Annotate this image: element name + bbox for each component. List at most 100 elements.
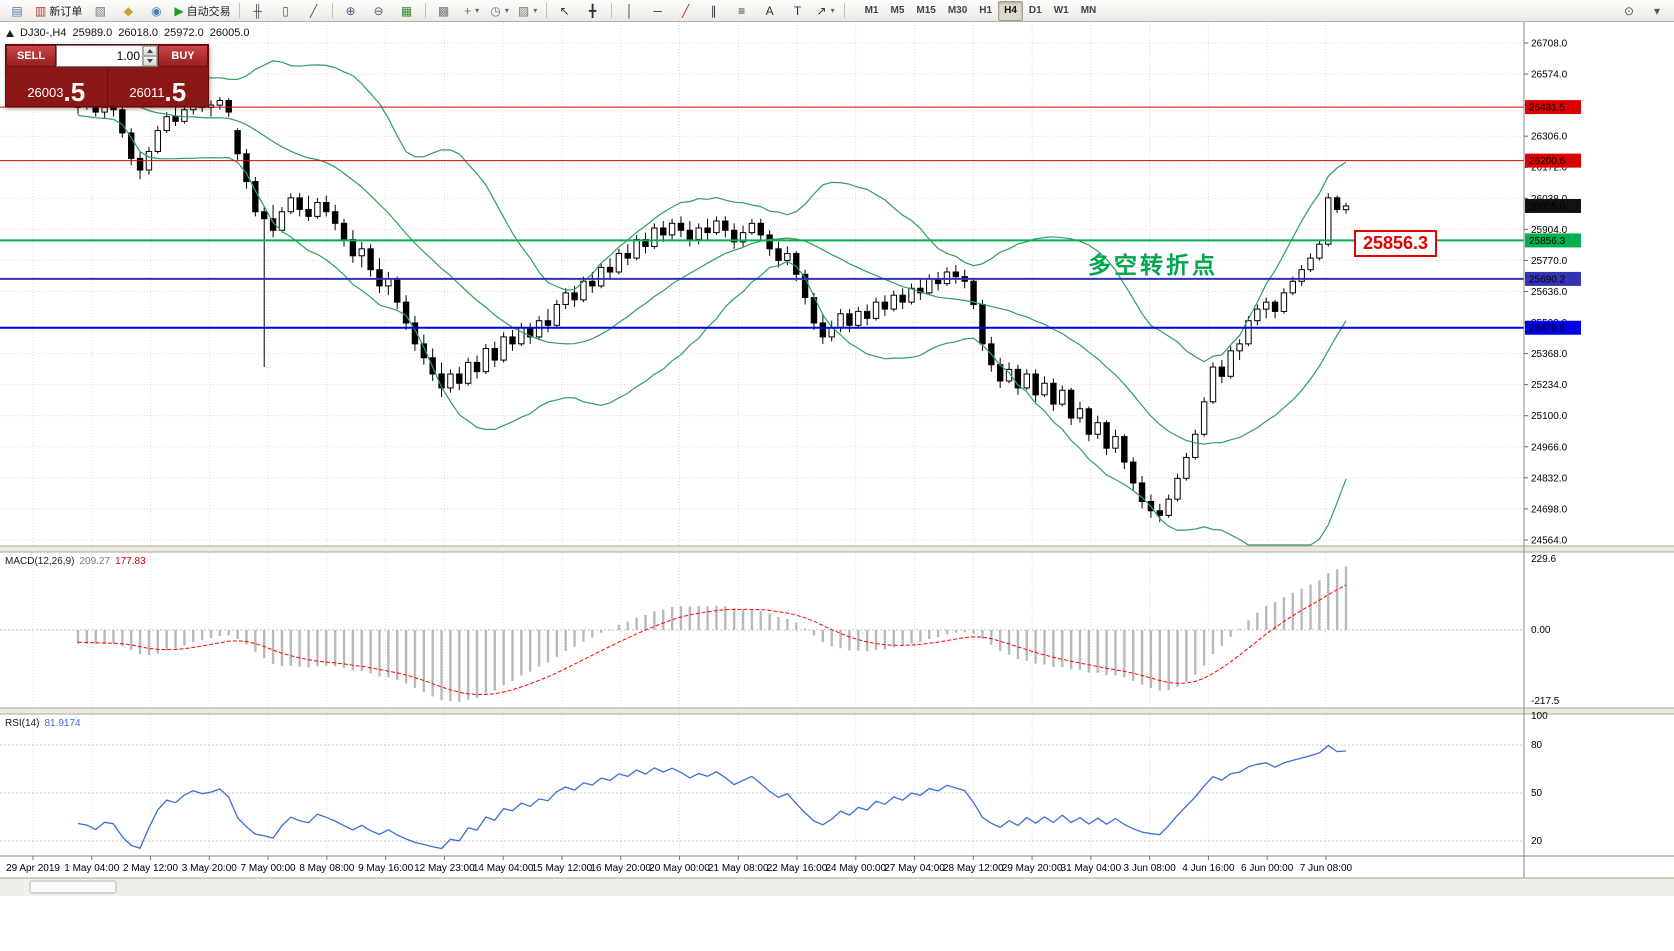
trendline-icon[interactable]: ╱: [672, 0, 700, 21]
indicators-icon[interactable]: + ▾: [458, 0, 486, 21]
chart-canvas[interactable]: [0, 22, 1674, 896]
timeframe-m15[interactable]: M15: [916, 5, 936, 16]
line-chart-type-icon[interactable]: ╱: [300, 0, 328, 21]
macd-panel: [0, 566, 1524, 702]
zoom-out-icon[interactable]: ⊖: [365, 0, 393, 21]
one-click-panel-collapse-icon[interactable]: [6, 29, 14, 37]
bar-chart-type-icon[interactable]: ╫: [244, 0, 272, 21]
fibonacci-icon[interactable]: ≡: [728, 0, 756, 21]
svg-text:26431.5: 26431.5: [1529, 103, 1566, 114]
hscroll-thumb[interactable]: [29, 880, 117, 894]
dropdown-caret-icon: ▾: [475, 6, 480, 15]
buy-price-big: .5: [164, 77, 187, 107]
horizontal-line-icon: ─: [653, 3, 662, 18]
indicators-icon: +: [464, 3, 472, 18]
crosshair-icon[interactable]: ╋: [579, 0, 607, 21]
panel-separator-rsi[interactable]: [0, 707, 1674, 715]
timeframe-h1[interactable]: H1: [979, 5, 993, 16]
sell-price-big: .5: [63, 77, 86, 107]
rsi-value: 81.9174: [44, 718, 81, 729]
toolbar-separator: [843, 3, 845, 18]
toolbar-separator: [238, 3, 240, 18]
svg-text:26005.0: 26005.0: [1529, 201, 1566, 212]
dropdown-caret-icon: ▾: [533, 6, 538, 15]
svg-text:28 May 12:00: 28 May 12:00: [943, 863, 1004, 874]
svg-text:16 May 20:00: 16 May 20:00: [590, 863, 651, 874]
timeframe-m5[interactable]: M5: [890, 5, 905, 16]
autotrading-button: ▶: [174, 3, 184, 18]
svg-text:2 May 12:00: 2 May 12:00: [123, 863, 178, 874]
quick-help-icon[interactable]: ▾: [1643, 0, 1671, 21]
timeframe-mn[interactable]: MN: [1080, 5, 1097, 16]
svg-text:8 May 08:00: 8 May 08:00: [299, 863, 354, 874]
time-axis[interactable]: 29 Apr 2019 1 May 04:00 2 May 12:00 3 May 2…: [0, 855, 1674, 874]
svg-text:6 Jun 00:00: 6 Jun 00:00: [1241, 863, 1294, 874]
navigator-icon[interactable]: ▩: [430, 0, 458, 21]
svg-text:29 May 20:00: 29 May 20:00: [1002, 863, 1063, 874]
market-watch-icon[interactable]: ◉: [142, 0, 170, 21]
timeframe-w1[interactable]: W1: [1053, 5, 1069, 16]
svg-text:1 May 04:00: 1 May 04:00: [64, 863, 119, 874]
toolbar-separator: [545, 3, 547, 18]
buy-price[interactable]: 26011 .5: [108, 67, 209, 106]
volume-down-button[interactable]: [143, 56, 157, 66]
chart-open-value: 25989.0: [72, 27, 113, 39]
panel-separator-macd[interactable]: [0, 545, 1674, 553]
chart-windows-icon[interactable]: ▧: [86, 0, 114, 21]
svg-text:20: 20: [1531, 836, 1543, 847]
timeframe-d1[interactable]: D1: [1028, 5, 1042, 16]
templates-icon: ▨: [517, 3, 530, 18]
tile-windows-icon[interactable]: ▦: [393, 0, 421, 21]
price-tags: 26431.5 26200.6 25856.3 25690.2 25479.6 26005…: [1525, 100, 1581, 335]
toolbar-separator: [424, 3, 426, 18]
cursor-icon[interactable]: ↖: [551, 0, 579, 21]
svg-text:26200.6: 26200.6: [1529, 156, 1566, 167]
autotrading-button-label: 自动交易: [186, 5, 231, 18]
svg-text:14 May 04:00: 14 May 04:00: [473, 863, 534, 874]
rsi-panel: [0, 744, 1524, 850]
chart-header: DJ30-,H4 25989.0 26018.0 25972.0 26005.0: [6, 27, 250, 39]
timeframe-m30[interactable]: M30: [947, 5, 968, 16]
autotrading-button[interactable]: ▶ 自动交易: [170, 0, 234, 21]
svg-text:26172.0: 26172.0: [1531, 163, 1568, 174]
bar-chart-type-icon: ╫: [253, 3, 262, 18]
zoom-in-icon[interactable]: ⊕: [337, 0, 365, 21]
zoom-in-icon: ⊕: [345, 3, 356, 18]
periods-icon[interactable]: ◷ ▾: [486, 0, 514, 21]
profiles-icon[interactable]: ◆: [114, 0, 142, 21]
svg-text:15 May 12:00: 15 May 12:00: [532, 863, 593, 874]
templates-icon[interactable]: ▨ ▾: [514, 0, 542, 21]
svg-text:-217.5: -217.5: [1531, 696, 1560, 707]
horizontal-line-icon[interactable]: ─: [644, 0, 672, 21]
toolbar-right-group: ⊙ ▾: [1615, 0, 1671, 21]
macd-name: MACD(12,26,9): [5, 556, 75, 567]
svg-text:26708.0: 26708.0: [1531, 39, 1568, 50]
text-icon[interactable]: A: [756, 0, 784, 21]
candlestick-chart-type-icon[interactable]: ▯: [272, 0, 300, 21]
mini-chart-icon[interactable]: ▤: [3, 0, 31, 21]
search-icon[interactable]: ⊙: [1615, 0, 1643, 21]
svg-text:24564.0: 24564.0: [1531, 535, 1568, 546]
sell-price[interactable]: 26003 .5: [6, 67, 108, 106]
text-label-icon: T: [793, 3, 802, 18]
volume-up-button[interactable]: [143, 46, 157, 56]
new-order-button[interactable]: ▥ 新订单: [31, 0, 86, 21]
buy-button[interactable]: BUY: [158, 45, 208, 67]
sell-button[interactable]: SELL: [6, 45, 56, 67]
mini-chart-icon: ▤: [11, 3, 23, 18]
arrows-icon[interactable]: ↗ ▾: [812, 0, 840, 21]
timeframe-h4[interactable]: H4: [998, 0, 1023, 21]
svg-text:22 May 16:00: 22 May 16:00: [767, 863, 828, 874]
fibonacci-icon: ≡: [738, 3, 746, 18]
tile-windows-icon: ▦: [400, 3, 413, 18]
volume-input[interactable]: [57, 46, 142, 66]
text-label-icon[interactable]: T: [784, 0, 812, 21]
timeframe-m1[interactable]: M1: [864, 5, 879, 16]
new-order-button-label: 新订单: [49, 5, 83, 18]
horizontal-lines[interactable]: [0, 106, 1524, 329]
vertical-line-icon[interactable]: │: [616, 0, 644, 21]
chart-symbol-period: DJ30-,H4: [20, 27, 67, 39]
channel-icon[interactable]: ∥: [700, 0, 728, 21]
svg-text:27 May 04:00: 27 May 04:00: [884, 863, 945, 874]
